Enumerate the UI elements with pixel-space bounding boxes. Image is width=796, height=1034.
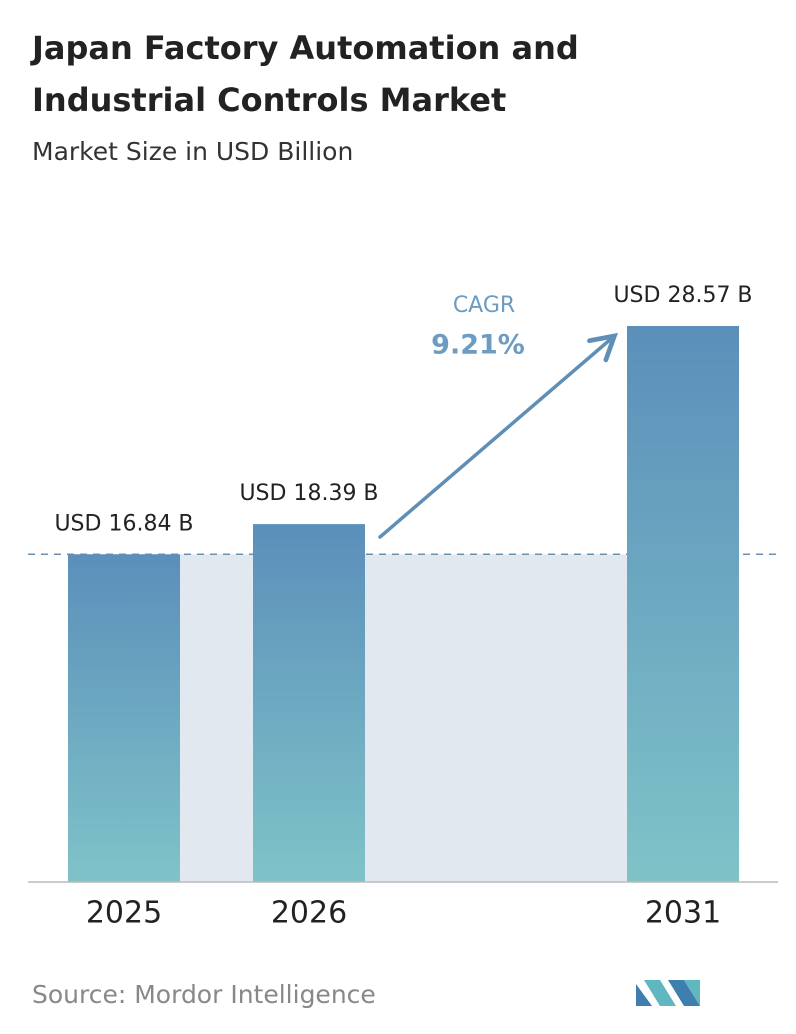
x-tick-label: 2026 xyxy=(271,896,347,931)
bar xyxy=(68,554,180,882)
logo xyxy=(636,980,700,1006)
bar xyxy=(627,326,739,882)
cagr-value: 9.21% xyxy=(431,330,525,361)
value-label: USD 28.57 B xyxy=(613,283,752,308)
value-label: USD 16.84 B xyxy=(54,511,193,536)
cagr-arrow xyxy=(378,332,619,539)
chart-subtitle: Market Size in USD Billion xyxy=(32,137,353,166)
cagr-label: CAGR xyxy=(453,293,515,318)
value-label: USD 18.39 B xyxy=(239,481,378,506)
source: Source: Mordor Intelligence xyxy=(32,980,376,1009)
chart-title: Industrial Controls Market xyxy=(32,81,506,119)
x-tick-label: 2031 xyxy=(645,896,721,931)
chart-title: Japan Factory Automation and xyxy=(30,29,579,67)
bar xyxy=(253,524,365,882)
x-tick-label: 2025 xyxy=(86,896,162,931)
